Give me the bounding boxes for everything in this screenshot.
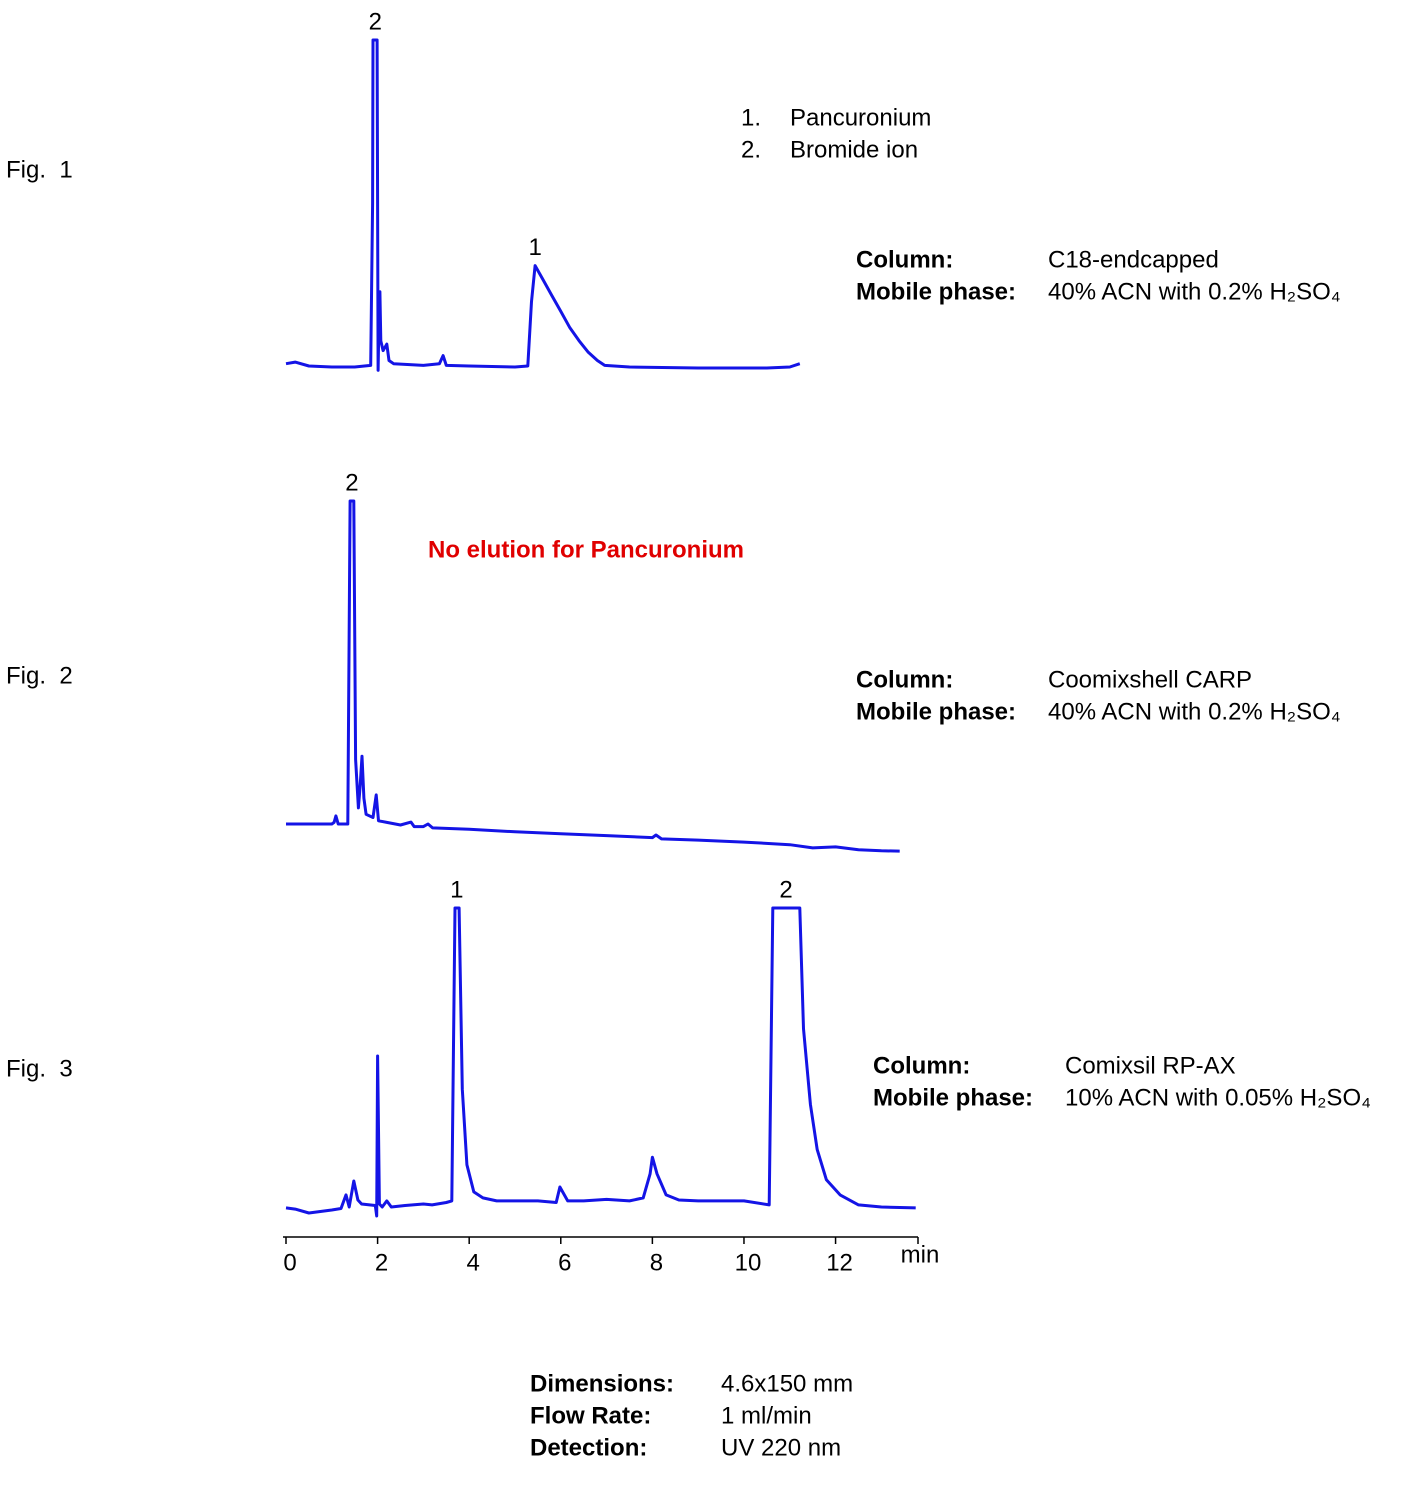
method-label: Detection: [530, 1434, 647, 1461]
compound-name: Pancuronium [790, 104, 931, 131]
x-tick-label: 0 [283, 1249, 296, 1276]
compound-name: Bromide ion [790, 136, 918, 163]
figure-label: Fig. 1 [6, 156, 73, 183]
trace [285, 906, 916, 1218]
condition-value: Coomixshell CARP [1048, 666, 1252, 693]
figure-label: Fig. 3 [6, 1055, 73, 1082]
x-tick-label: 4 [467, 1249, 480, 1276]
condition-value: Comixsil RP-AX [1065, 1052, 1236, 1079]
compound-number: 2. [741, 136, 761, 163]
x-tick-label: 12 [826, 1249, 853, 1276]
peak-label: 2 [779, 876, 792, 903]
condition-label: Column: [856, 666, 953, 693]
trace [285, 38, 801, 372]
method-value: UV 220 nm [721, 1434, 841, 1461]
x-tick-label: 6 [558, 1249, 571, 1276]
peak-label: 2 [369, 8, 382, 35]
x-tick-label: 2 [375, 1249, 388, 1276]
condition-label: Mobile phase: [873, 1084, 1033, 1111]
x-tick-label: 10 [735, 1249, 762, 1276]
condition-label: Column: [873, 1052, 970, 1079]
peak-label: 2 [345, 469, 358, 496]
peak-label: 1 [528, 234, 541, 261]
condition-value: 10% ACN with 0.05% H₂SO₄ [1065, 1084, 1371, 1111]
figure-label: Fig. 2 [6, 662, 73, 689]
method-label: Flow Rate: [530, 1402, 651, 1429]
condition-value: 40% ACN with 0.2% H₂SO₄ [1048, 698, 1341, 725]
compound-number: 1. [741, 104, 761, 131]
note: No elution for Pancuronium [428, 536, 744, 563]
x-axis-label: min [901, 1241, 940, 1268]
x-tick-label: 8 [650, 1249, 663, 1276]
method-value: 1 ml/min [721, 1402, 812, 1429]
trace [286, 499, 900, 853]
peak-label: 1 [450, 876, 463, 903]
method-label: Dimensions: [530, 1370, 674, 1397]
condition-value: 40% ACN with 0.2% H₂SO₄ [1048, 278, 1341, 305]
method-value: 4.6x150 mm [721, 1370, 853, 1397]
condition-label: Mobile phase: [856, 698, 1016, 725]
condition-label: Column: [856, 246, 953, 273]
condition-label: Mobile phase: [856, 278, 1016, 305]
condition-value: C18-endcapped [1048, 246, 1219, 273]
